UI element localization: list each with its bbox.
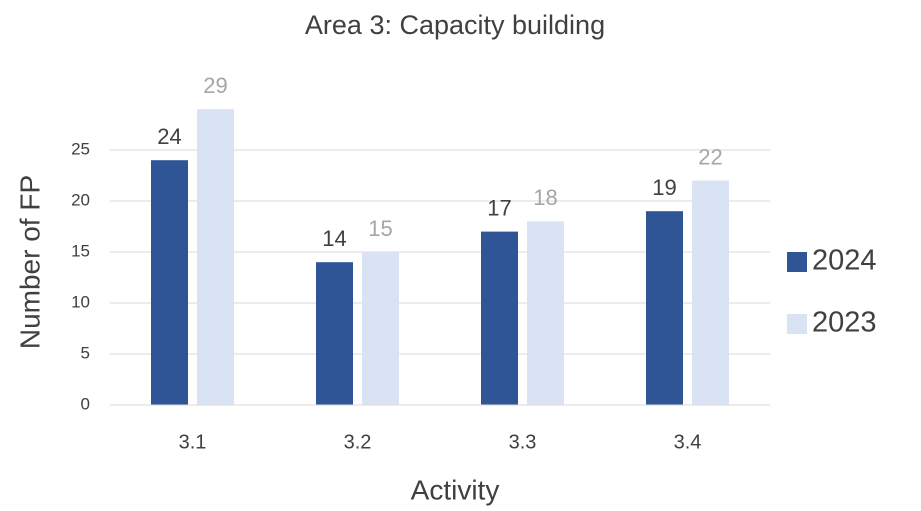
value-label: 19 [652,175,676,200]
value-label: 24 [157,124,181,149]
legend-label: 2023 [812,307,877,339]
bar [692,180,729,405]
legend-swatch [787,252,807,272]
x-tick-label: 3.3 [509,431,537,453]
x-axis-label: Activity [411,474,500,505]
bar [646,211,683,405]
value-label: 14 [322,226,346,251]
bar [316,262,353,405]
legend-label: 2024 [812,245,877,277]
value-label: 17 [487,195,511,220]
value-label: 22 [698,144,722,169]
bar [197,109,234,405]
y-tick-label: 20 [71,190,90,209]
x-tick-label: 3.4 [674,431,702,453]
bar [481,231,518,405]
value-label: 29 [203,73,227,98]
y-tick-label: 10 [71,292,90,311]
y-tick-label: 5 [81,343,90,362]
x-tick-label: 3.1 [179,431,207,453]
legend-swatch [787,314,807,334]
value-label: 18 [533,185,557,210]
chart-title: Area 3: Capacity building [305,10,605,40]
x-tick-label: 3.2 [344,431,372,453]
bar [151,160,188,405]
value-label: 15 [368,216,392,241]
y-tick-label: 15 [71,241,90,260]
bar [527,221,564,405]
y-axis-label: Number of FP [14,175,45,349]
y-tick-label: 25 [71,139,90,158]
bar [362,252,399,405]
y-tick-label: 0 [81,394,90,413]
